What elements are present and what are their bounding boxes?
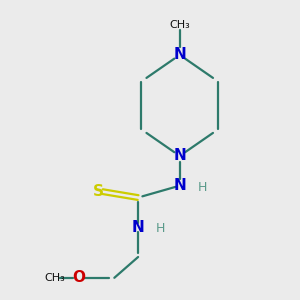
Text: CH₃: CH₃	[44, 273, 65, 283]
Text: CH₃: CH₃	[169, 20, 190, 30]
Text: S: S	[92, 184, 104, 199]
Text: N: N	[173, 148, 186, 164]
Text: H: H	[156, 222, 165, 235]
Text: N: N	[173, 178, 186, 193]
Text: N: N	[132, 220, 145, 235]
Text: H: H	[197, 181, 207, 194]
Text: O: O	[72, 270, 85, 285]
Text: N: N	[173, 47, 186, 62]
